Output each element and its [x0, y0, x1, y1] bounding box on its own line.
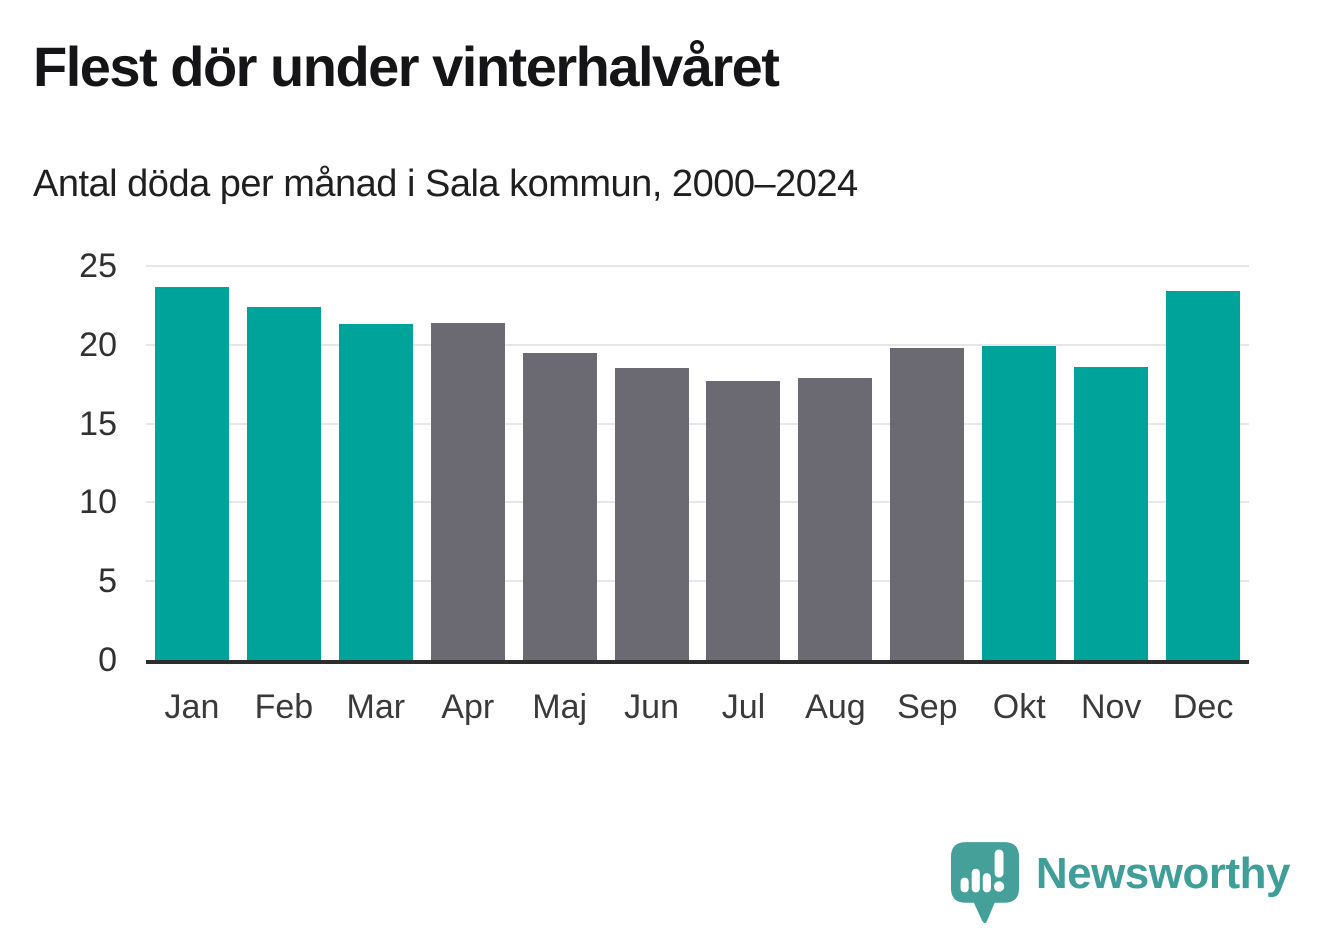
gridline-15 [146, 422, 1249, 425]
brand-footer: Newsworthy [948, 839, 1291, 931]
y-tick-label-0: 0 [98, 641, 117, 679]
bar-aug [798, 377, 873, 660]
bar-band-sep [881, 266, 973, 660]
bar-apr [430, 322, 505, 660]
x-axis-labels: Jan Feb Mar Apr Maj Jun Jul Aug Sep Okt Nov Dec [146, 688, 1249, 727]
bar-band-okt [973, 266, 1065, 660]
bar-jul [706, 381, 781, 660]
x-tick-label-feb: Feb [254, 688, 314, 726]
y-axis-labels: 0 5 10 15 20 25 [0, 249, 117, 677]
x-tick-label-maj: Maj [532, 688, 588, 726]
bar-band-feb [238, 266, 330, 660]
y-tick-label-5: 5 [98, 562, 117, 601]
x-tick-label-apr: Apr [441, 688, 495, 726]
newsworthy-logo-icon [950, 842, 1019, 924]
bar-band-mar [330, 266, 422, 660]
y-tick-label-20: 20 [79, 325, 117, 364]
x-tick-label-okt: Okt [992, 688, 1046, 726]
bar-mar [338, 324, 413, 660]
bars [146, 266, 1249, 660]
bar-jan [154, 286, 229, 660]
bar-band-maj [514, 266, 606, 660]
x-tick-label-mar: Mar [346, 688, 406, 726]
gridline-10 [146, 501, 1249, 504]
bar-sep [890, 347, 965, 660]
bar-band-nov [1065, 266, 1157, 660]
bar-band-aug [789, 266, 881, 660]
bar-band-jun [606, 266, 698, 660]
gridline-5 [146, 580, 1249, 583]
gridline-20 [146, 343, 1249, 346]
chart-title: Flest dör under vinterhalvåret [33, 35, 780, 98]
bar-dec [1166, 291, 1241, 660]
chart-subtitle: Antal döda per månad i Sala kommun, 2000… [33, 163, 858, 205]
newsworthy-logo-text: Newsworthy [1035, 849, 1291, 898]
bar-jun [614, 368, 689, 660]
x-tick-label-aug: Aug [805, 688, 866, 726]
y-tick-label-10: 10 [79, 483, 117, 522]
x-tick-label-nov: Nov [1080, 688, 1142, 726]
bar-maj [522, 352, 597, 660]
y-tick-label-25: 25 [79, 247, 117, 285]
gridline-25 [146, 265, 1249, 267]
x-tick-label-jul: Jul [721, 688, 766, 726]
bar-okt [982, 346, 1057, 660]
bar-feb [246, 306, 321, 660]
y-tick-label-15: 15 [79, 404, 117, 443]
x-tick-label-jan: Jan [164, 688, 220, 726]
plot-area [146, 265, 1249, 664]
bar-band-apr [422, 266, 514, 660]
bar-nov [1074, 366, 1149, 660]
x-tick-label-sep: Sep [897, 688, 958, 726]
bar-band-jul [698, 266, 790, 660]
x-tick-label-jun: Jun [624, 688, 679, 726]
x-tick-label-dec: Dec [1172, 688, 1234, 726]
bar-band-dec [1157, 266, 1249, 660]
bar-band-jan [146, 266, 238, 660]
